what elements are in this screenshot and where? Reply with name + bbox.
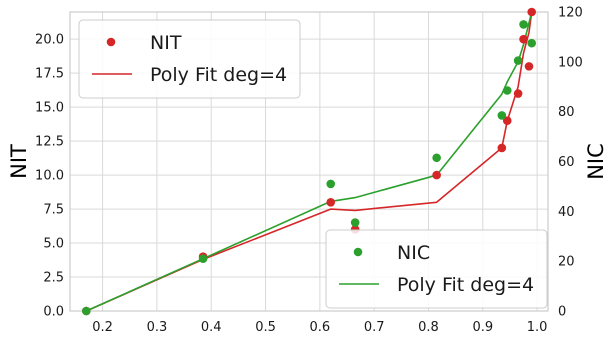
legend-label: Poly Fit deg=4 <box>150 64 287 86</box>
nic-point <box>198 254 208 263</box>
x-tick-label: 0.4 <box>201 320 222 335</box>
left-y-tick-label: 5.0 <box>43 237 64 252</box>
left-y-tick-label: 7.5 <box>43 203 64 218</box>
poly-fit-deg-4-right-line <box>85 11 533 312</box>
nic-point <box>527 38 537 48</box>
nic-point <box>350 218 360 227</box>
x-tick-label: 0.2 <box>92 320 113 335</box>
left-y-tick-label: 20.0 <box>35 33 64 48</box>
nic-point <box>432 153 441 163</box>
nic-point <box>81 306 91 316</box>
x-tick-label: 0.9 <box>472 320 493 335</box>
nit-point <box>524 62 534 71</box>
legends: NIT Poly Fit deg=4 NIC Poly Fit deg=4 <box>78 19 548 309</box>
x-tick-label: 0.5 <box>255 320 276 335</box>
nic-point <box>519 20 528 29</box>
left-y-tick-label: 17.5 <box>35 67 64 82</box>
x-tick-label: 0.7 <box>364 320 385 335</box>
right-y-tick-label: 60 <box>558 155 575 170</box>
nic-point <box>497 111 507 120</box>
nit-point <box>527 7 537 17</box>
legend-label: Poly Fit deg=4 <box>397 274 534 296</box>
x-tick-label: 1.0 <box>527 320 548 335</box>
right-axis-ticks: 0 20 40 60 80 100 120 <box>558 6 583 320</box>
legend-marker <box>106 37 116 47</box>
x-tick-label: 0.6 <box>310 320 331 335</box>
left-y-tick-label: 2.5 <box>43 271 64 286</box>
right-y-tick-label: 80 <box>558 105 575 120</box>
legend-bottom-right: NIC Poly Fit deg=4 <box>325 229 548 309</box>
legend-marker <box>353 247 363 257</box>
right-y-tick-label: 120 <box>558 6 583 21</box>
legend-label: NIT <box>150 32 182 54</box>
right-y-tick-label: 100 <box>558 55 583 70</box>
right-y-tick-label: 20 <box>558 255 575 270</box>
nit-point <box>519 34 528 44</box>
left-axis-ticks: 0.0 2.5 5.0 7.5 10.0 12.5 15.0 17.5 20.0 <box>35 33 64 320</box>
nic-point <box>513 56 523 65</box>
legend-box <box>78 19 301 99</box>
nit-point <box>497 143 507 153</box>
left-y-tick-label: 0.0 <box>43 305 64 320</box>
nit-point <box>513 89 523 98</box>
plot-frame <box>69 11 549 312</box>
legend-top-left: NIT Poly Fit deg=4 <box>78 19 301 99</box>
legend-label: NIC <box>397 242 430 264</box>
nit-point <box>326 197 336 207</box>
right-y-tick-label: 0 <box>558 305 566 320</box>
right-y-tick-label: 40 <box>558 205 575 220</box>
x-tick-label: 0.3 <box>147 320 168 335</box>
series <box>81 7 537 316</box>
legend-box <box>325 229 548 309</box>
nit-point <box>502 116 512 126</box>
x-axis-ticks: 0.2 0.3 0.4 0.5 0.6 0.7 0.8 0.9 1.0 <box>92 320 547 335</box>
left-axis-label: NIT <box>7 144 31 179</box>
nit-point <box>432 170 441 180</box>
nic-point <box>502 86 512 95</box>
right-axis-label: NIC <box>584 143 608 180</box>
left-y-tick-label: 15.0 <box>35 101 64 116</box>
nic-point <box>326 179 336 189</box>
left-y-tick-label: 10.0 <box>35 169 64 184</box>
x-tick-label: 0.8 <box>418 320 439 335</box>
left-y-tick-label: 12.5 <box>35 135 64 150</box>
